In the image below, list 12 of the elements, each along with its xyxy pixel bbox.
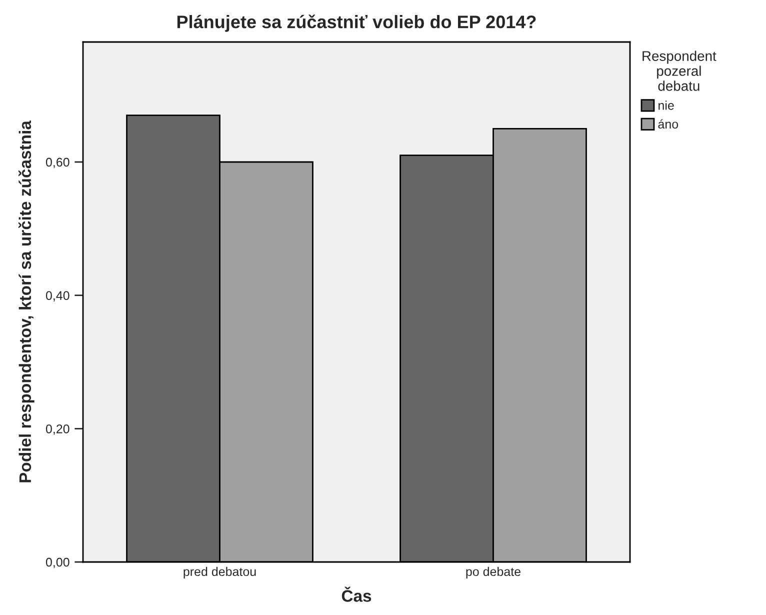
y-tick-label: 0,00 <box>46 558 70 568</box>
y-axis-title: Podiel respondentov, ktorí sa určite zúčastnia <box>18 120 34 482</box>
x-tick-label: po debate <box>466 566 520 579</box>
x-tick-label: pred debatou <box>184 566 256 579</box>
legend-title: Respondent pozeral debatu <box>642 50 716 91</box>
y-tick-label: 0,40 <box>46 291 70 302</box>
y-tick-label: 0,20 <box>46 424 70 435</box>
x-axis-title: Čas <box>342 586 372 602</box>
legend-label: áno <box>658 119 678 129</box>
y-tick-label: 0,60 <box>46 158 70 168</box>
legend-label: nie <box>658 100 674 110</box>
chart-title: Plánujete sa zúčastniť volieb do EP 2014? <box>177 14 536 32</box>
